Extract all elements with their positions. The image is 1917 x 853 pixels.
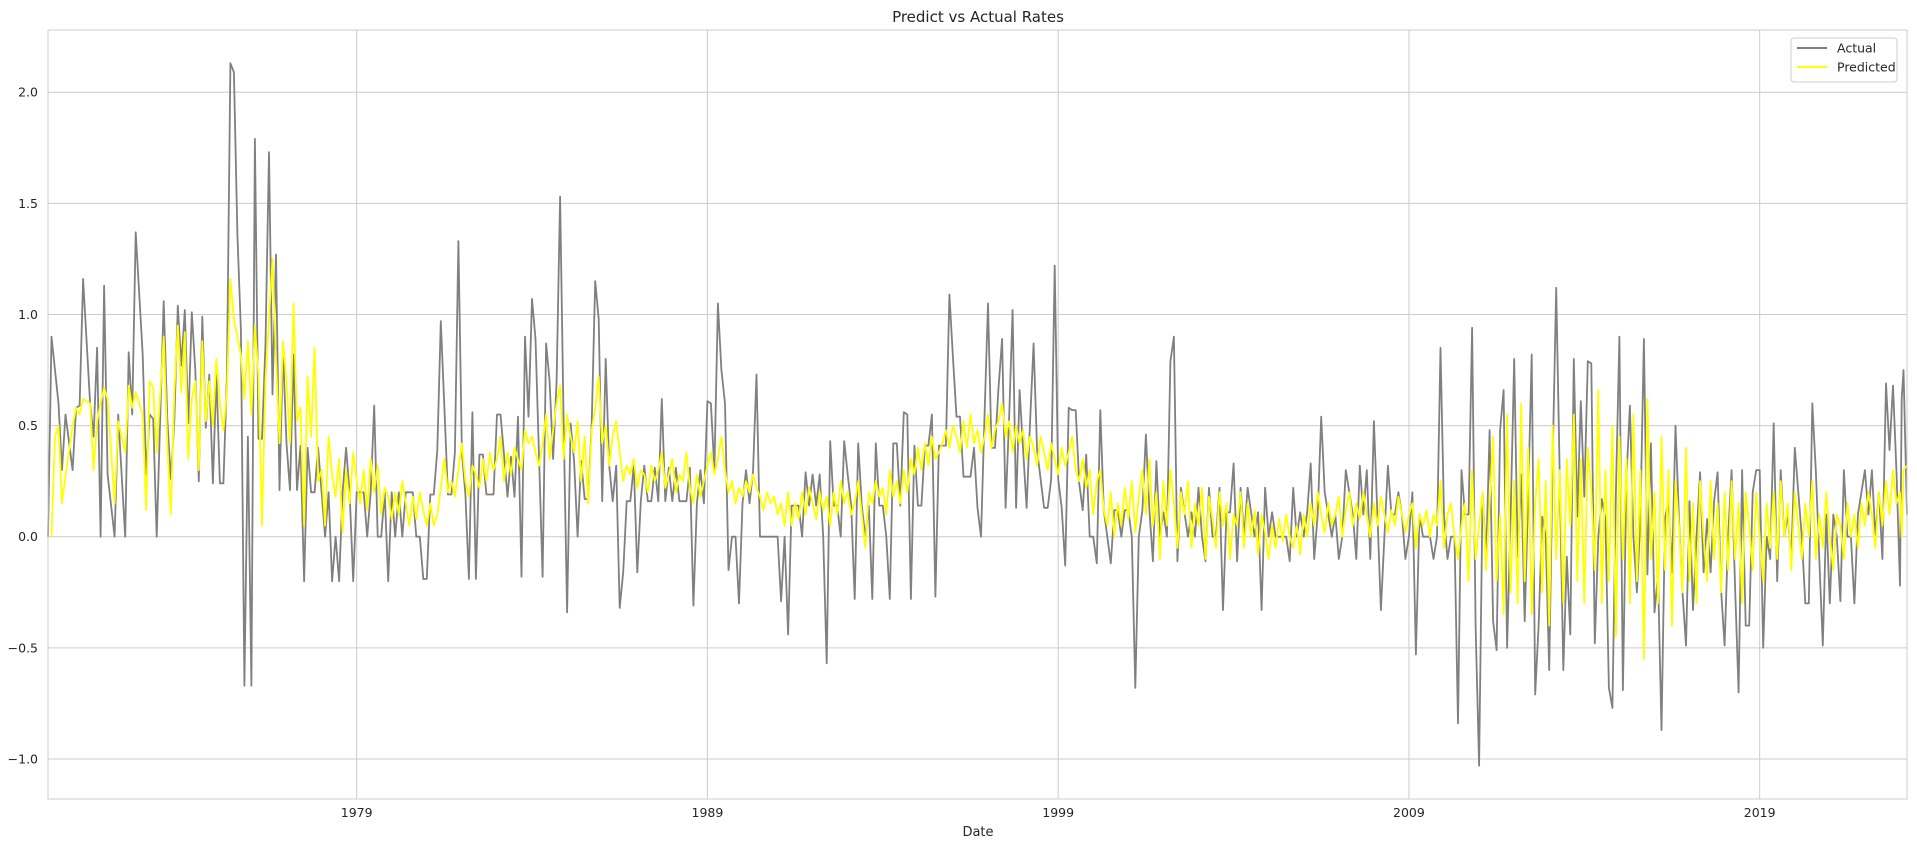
- tick-labels: −1.0 −0.5 0.0 0.5 1.0 1.5 2.0 1979 1989 1999 2009 2…: [8, 85, 1776, 820]
- y-tick-label: 1.5: [18, 196, 38, 211]
- legend-label-actual: Actual: [1837, 41, 1876, 56]
- y-tick-label: 0.0: [18, 529, 38, 544]
- legend-label-predicted: Predicted: [1837, 60, 1896, 75]
- plot-frame: [47, 29, 1908, 800]
- y-tick-label: −0.5: [8, 640, 38, 655]
- x-tick-label: 1979: [341, 805, 373, 820]
- y-tick-label: −1.0: [8, 751, 38, 766]
- y-tick-label: 0.5: [18, 418, 38, 433]
- series-layer: [47, 62, 1908, 767]
- grid-lines: [48, 30, 1907, 799]
- y-tick-label: 1.0: [18, 307, 38, 322]
- x-tick-label: 2019: [1744, 805, 1776, 820]
- chart-legend: Actual Predicted: [1790, 37, 1898, 83]
- x-tick-label: 1989: [692, 805, 724, 820]
- x-tick-label: 2009: [1393, 805, 1425, 820]
- x-tick-label: 1999: [1042, 805, 1074, 820]
- chart-title: Predict vs Actual Rates: [892, 8, 1064, 26]
- series-line-predicted: [50, 258, 1908, 660]
- y-tick-label: 2.0: [18, 85, 38, 100]
- x-axis-label: Date: [962, 825, 993, 840]
